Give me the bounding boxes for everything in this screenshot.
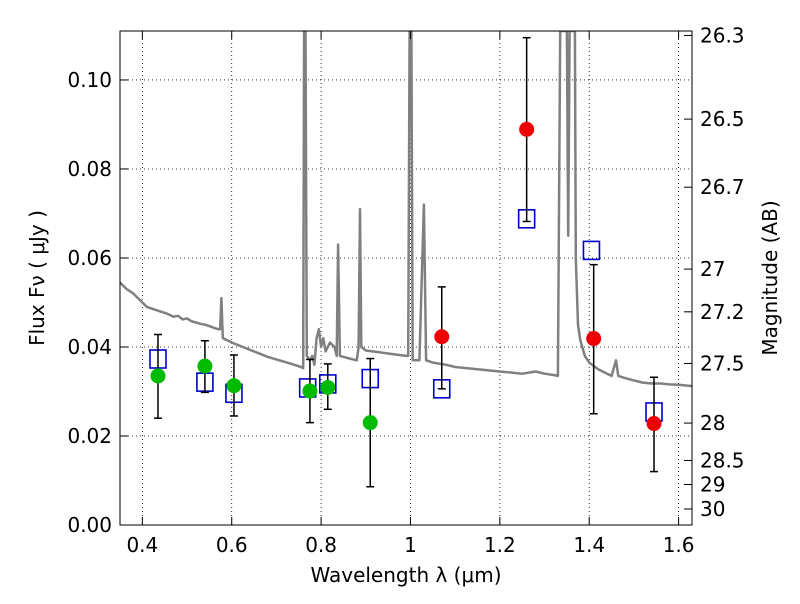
plot-frame [119,30,693,526]
x-tick-label: 0.4 [126,533,158,557]
mag-tick-label: 26.3 [700,23,745,47]
plot-area [120,31,692,488]
y2-axis-title: Magnitude (AB) [758,200,782,355]
model-spectrum-line [120,31,692,388]
mag-tick-label: 27 [700,257,725,281]
mag-tick-label: 26.5 [700,107,745,131]
y-tick-label: 0.10 [67,68,112,92]
observed-flux-point [320,379,336,395]
x-tick-label: 1.6 [663,533,695,557]
x-tick-label: 0.6 [216,533,248,557]
x-tick-label: 1.4 [573,533,605,557]
mag-tick-label: 27.5 [700,351,745,375]
axes: 0.4 0.6 0.8 1 1.2 1.4 1.6 0.00 0.02 0.04 0.06 0.08 0… [67,23,744,557]
observed-flux-point [150,368,166,384]
y-axis-title: Flux Fν ( μJy ) [25,210,49,346]
y-tick-label: 0.04 [67,335,112,359]
mag-tick-label: 26.7 [700,175,745,199]
observed-flux-point [646,416,662,432]
y-tick-label: 0.06 [67,246,112,270]
observed-flux-point [362,415,378,431]
observed-flux-point [302,383,318,399]
mag-tick-label: 27.2 [700,300,745,324]
mag-tick-label: 28 [700,411,725,435]
observed-flux-point [226,378,242,394]
mag-tick-label: 28.5 [700,448,745,472]
model-flux-square [582,240,601,261]
observed-flux-point [519,121,535,137]
observed-flux-point [586,331,602,347]
x-axis-title: Wavelength λ (μm) [310,563,501,587]
observed-flux-point [434,329,450,345]
y-tick-label: 0.02 [67,424,112,448]
observed-flux-point [197,358,213,374]
x-tick-label: 1.2 [484,533,516,557]
mag-tick-label: 29 [700,473,725,497]
y-tick-label: 0.00 [67,513,112,537]
grid [120,31,692,526]
y-tick-label: 0.08 [67,157,112,181]
x-tick-label: 1 [404,533,417,557]
mag-tick-label: 30 [700,497,725,521]
x-tick-label: 0.8 [305,533,337,557]
